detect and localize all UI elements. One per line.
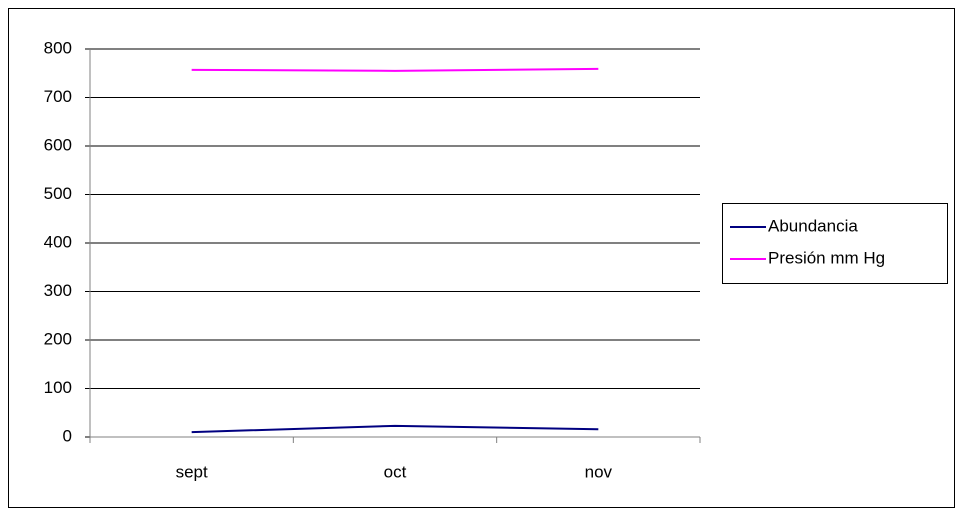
legend-box <box>722 203 948 284</box>
x-tick-label: sept <box>176 462 208 481</box>
y-tick-label: 0 <box>63 426 72 445</box>
legend-label: Abundancia <box>768 216 858 235</box>
y-tick-label: 300 <box>44 281 72 300</box>
y-tick-label: 500 <box>44 184 72 203</box>
legend-label: Presión mm Hg <box>768 248 885 267</box>
y-tick-label: 100 <box>44 378 72 397</box>
series-line <box>191 67 599 72</box>
x-tick-label: nov <box>585 462 613 481</box>
x-tick-label: oct <box>384 462 407 481</box>
y-tick-label: 700 <box>44 87 72 106</box>
y-tick-label: 400 <box>44 232 72 251</box>
y-tick-label: 200 <box>44 329 72 348</box>
y-tick-label: 600 <box>44 135 72 154</box>
y-tick-label: 800 <box>44 38 72 57</box>
series-line <box>191 424 599 434</box>
